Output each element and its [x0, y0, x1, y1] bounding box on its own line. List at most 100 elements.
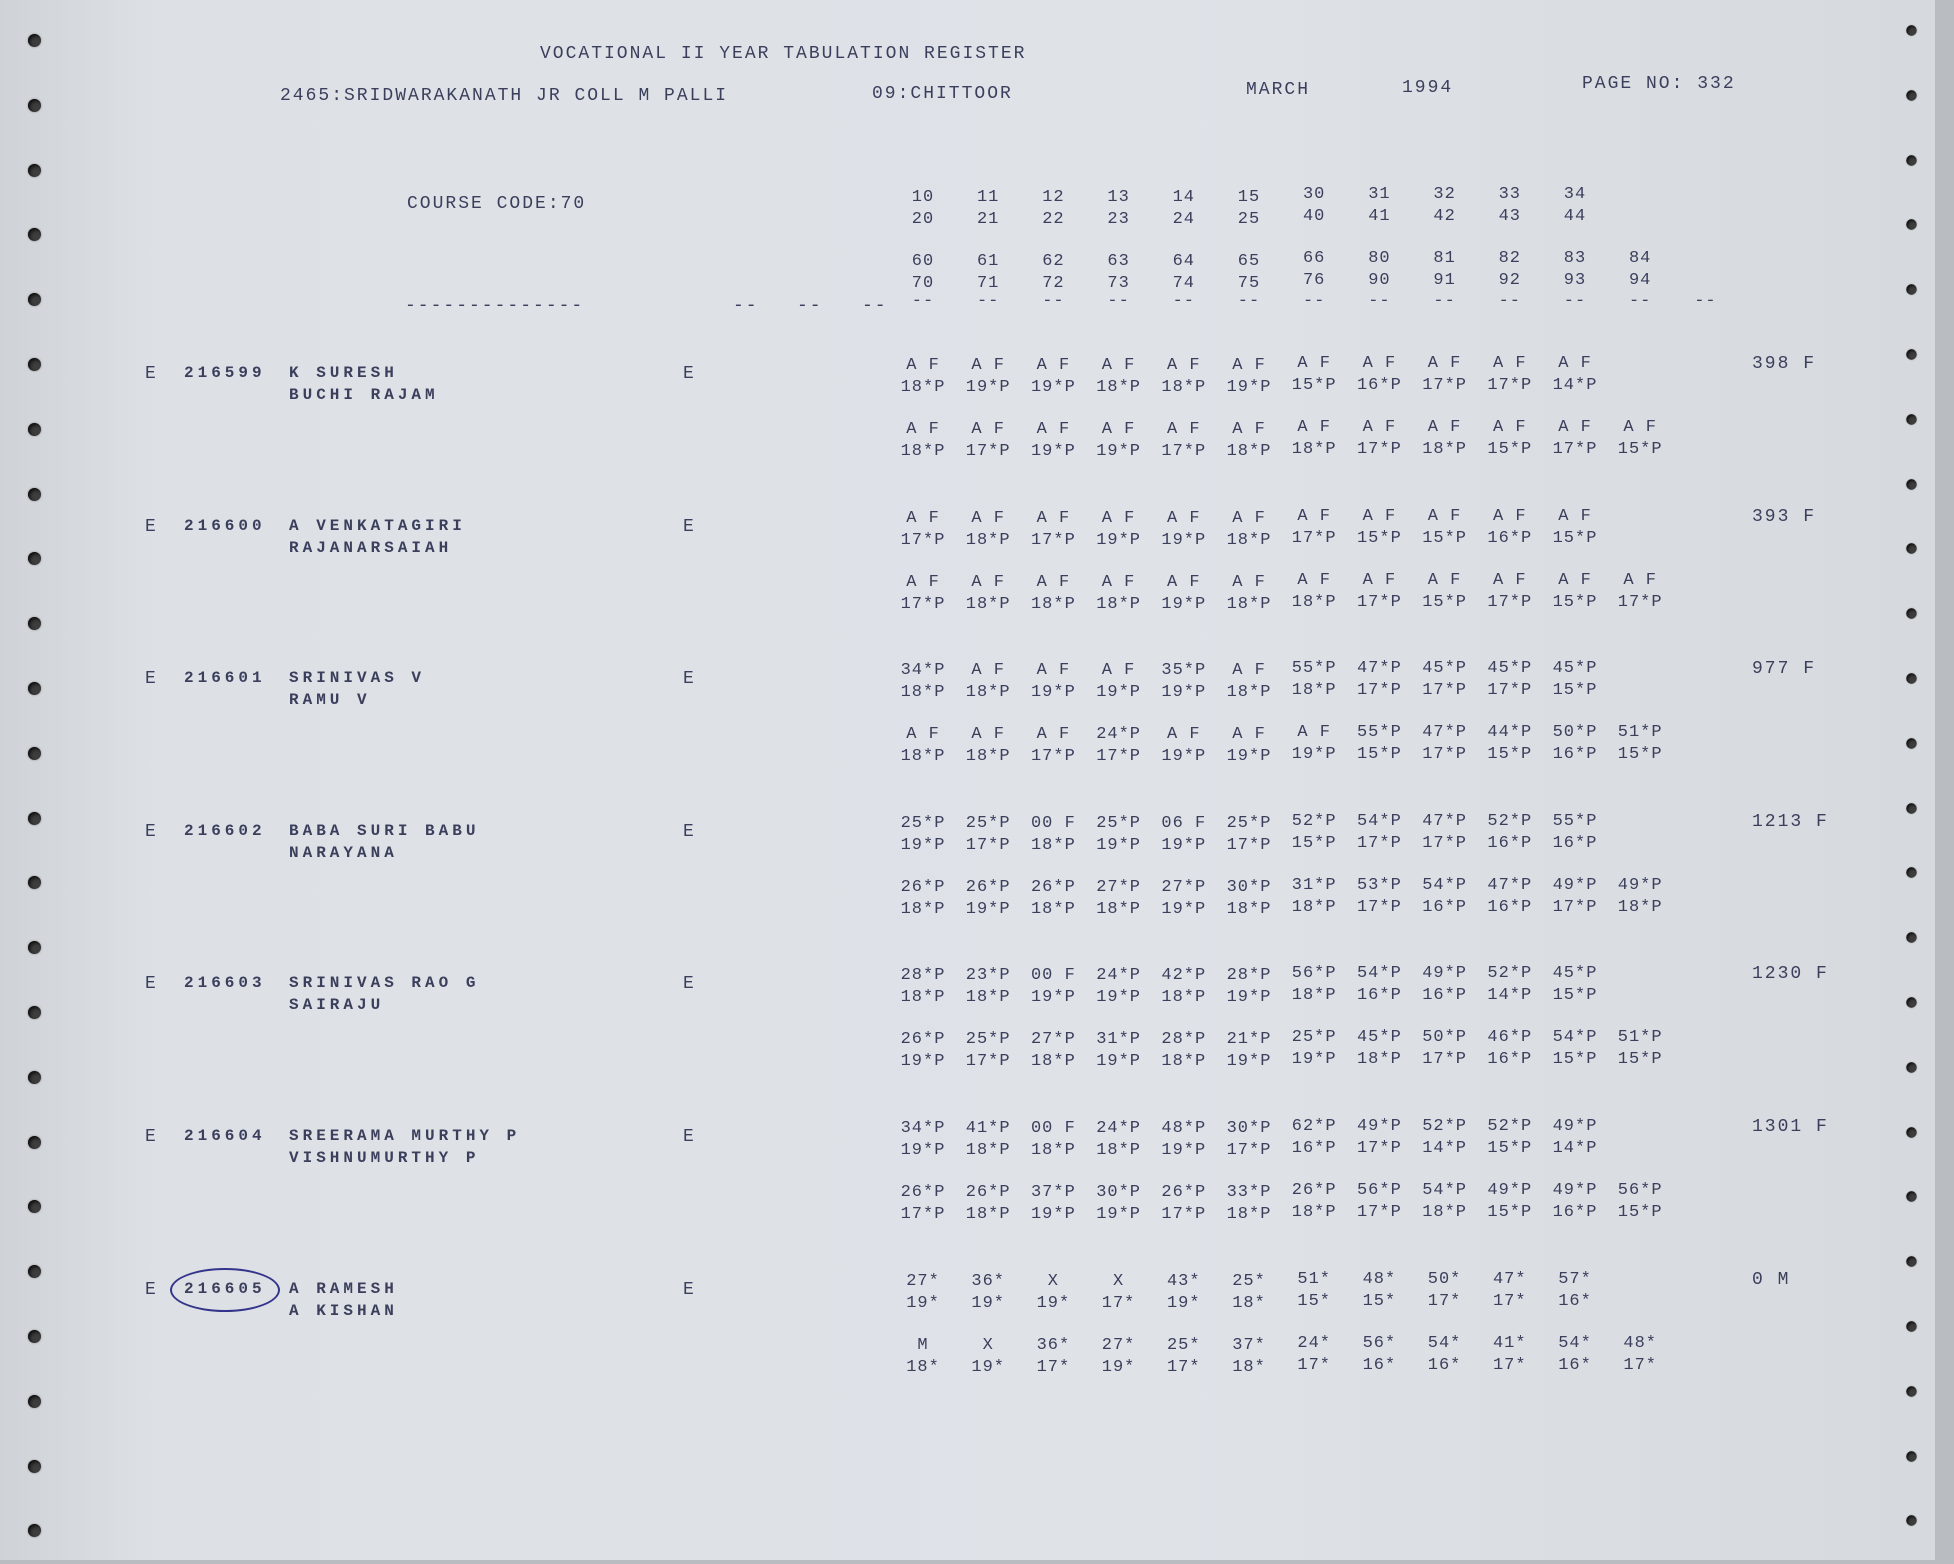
- mark-cell: 19*P: [1030, 378, 1076, 397]
- sprocket-hole-icon: [28, 1459, 41, 1473]
- separator-short: --: [1694, 292, 1717, 311]
- mark-cell: A F: [1297, 354, 1331, 373]
- mark-cell: 00 F: [1030, 813, 1076, 833]
- mark-cell: 19*P: [965, 899, 1011, 919]
- mark-cell: 17*P: [1356, 1203, 1402, 1222]
- mark-cell: 19*P: [1030, 442, 1076, 461]
- mark-cell: 48*: [1623, 1333, 1657, 1353]
- mark-cell: 26*P: [900, 877, 946, 897]
- mark-cell: 00 F: [1030, 1119, 1076, 1138]
- sprocket-hole-icon: [1906, 932, 1917, 943]
- mark-cell: 30*P: [1226, 1119, 1272, 1138]
- column-code: 60: [911, 252, 935, 271]
- mark-cell: 18*P: [1030, 594, 1076, 614]
- mark-cell: 19*P: [1161, 899, 1207, 919]
- student-name: K SURESH: [289, 364, 398, 382]
- district: 09:CHITTOOR: [872, 84, 1013, 104]
- mark-cell: 19*P: [1030, 988, 1076, 1008]
- mark-cell: 15*: [1362, 1291, 1397, 1311]
- mark-cell: 18*P: [1617, 897, 1663, 917]
- mark-cell: 17*P: [1226, 1141, 1272, 1160]
- mark-cell: 17*P: [1552, 440, 1598, 459]
- roll-number: 216604: [184, 1127, 266, 1145]
- mark-cell: A F: [1623, 570, 1657, 590]
- record-prefix: E: [145, 821, 158, 842]
- mark-cell: 16*: [1362, 1355, 1397, 1375]
- mark-cell: 26*P: [965, 877, 1011, 897]
- sprocket-hole-icon: [28, 293, 41, 307]
- mark-cell: 56*P: [1356, 1181, 1402, 1200]
- mark-cell: 18*P: [900, 442, 946, 461]
- sprocket-hole-icon: [1906, 802, 1917, 814]
- mark-cell: A F: [1101, 661, 1136, 681]
- mark-cell: 51*P: [1617, 723, 1663, 743]
- total-result: 1230 F: [1752, 964, 1829, 985]
- mark-cell: A F: [1558, 570, 1592, 590]
- mark-cell: A F: [1166, 508, 1201, 528]
- separator-short: --: [1433, 292, 1456, 311]
- column-code: 74: [1172, 274, 1195, 293]
- mark-cell: A F: [1232, 356, 1266, 375]
- student-name: SREERAMA MURTHY P: [289, 1127, 521, 1145]
- record-prefix: E: [145, 1279, 158, 1300]
- sprocket-hole-icon: [1906, 284, 1917, 295]
- sprocket-hole-icon: [28, 746, 41, 760]
- mark-cell: 27*P: [1096, 877, 1141, 897]
- mark-cell: 26*P: [1291, 1181, 1337, 1200]
- mark-cell: A F: [1232, 508, 1266, 528]
- column-code: 23: [1107, 210, 1130, 229]
- exam-month: MARCH: [1246, 80, 1311, 100]
- mark-cell: 18*P: [1291, 440, 1337, 459]
- mark-cell: 18*P: [1161, 378, 1207, 397]
- mark-cell: 25*: [1232, 1271, 1266, 1291]
- record-prefix: E: [145, 669, 158, 690]
- mark-cell: 18*P: [900, 747, 946, 767]
- mark-cell: 37*: [1232, 1335, 1266, 1355]
- mark-cell: 18*P: [1096, 899, 1141, 919]
- mark-cell: 06 F: [1161, 813, 1207, 833]
- sprocket-hole-icon: [1906, 867, 1917, 879]
- mark-cell: A F: [1232, 661, 1266, 681]
- mark-cell: 31*P: [1096, 1030, 1141, 1050]
- sprocket-hole-icon: [28, 422, 41, 436]
- sprocket-hole-icon: [28, 1006, 41, 1019]
- mark-cell: 17*P: [1096, 747, 1141, 767]
- mark-cell: 19*P: [900, 1052, 946, 1072]
- mark-cell: A F: [1427, 354, 1462, 373]
- mark-cell: A F: [1492, 354, 1527, 373]
- father-name: NARAYANA: [289, 843, 398, 862]
- mark-cell: 16*P: [1487, 833, 1533, 853]
- mark-cell: 17*P: [900, 1205, 946, 1224]
- mark-cell: A F: [1362, 354, 1397, 373]
- mark-cell: 47*P: [1422, 723, 1467, 743]
- mark-cell: 16*P: [1356, 376, 1402, 395]
- student-name: SRINIVAS RAO G: [289, 974, 480, 993]
- sprocket-hole-icon: [1906, 154, 1917, 166]
- column-code: 10: [911, 188, 935, 207]
- mark-cell: 54*P: [1422, 875, 1467, 895]
- mark-cell: 17*P: [1356, 1139, 1402, 1158]
- mark-cell: 17*P: [965, 1052, 1011, 1072]
- sprocket-hole-icon: [1906, 738, 1917, 749]
- mark-cell: 26*P: [1030, 877, 1076, 897]
- mark-cell: 18*P: [1161, 988, 1207, 1008]
- roll-number: 216603: [184, 974, 266, 993]
- medium-code: E: [683, 1279, 696, 1300]
- mark-cell: 28*P: [1161, 1030, 1207, 1050]
- mark-cell: 26*P: [965, 1183, 1011, 1202]
- column-code: 20: [911, 210, 935, 229]
- mark-cell: 19*P: [1226, 378, 1272, 397]
- mark-cell: 30*P: [1096, 1183, 1141, 1202]
- register-title: VOCATIONAL II YEAR TABULATION REGISTER: [540, 44, 1027, 64]
- mark-cell: A F: [1101, 420, 1136, 439]
- mark-cell: 52*P: [1487, 964, 1533, 984]
- mark-cell: 52*P: [1487, 1117, 1533, 1136]
- mark-cell: 49*P: [1552, 1181, 1598, 1200]
- sprocket-hole-icon: [1906, 1386, 1917, 1397]
- mark-cell: 15*P: [1617, 1050, 1663, 1070]
- mark-cell: 17*P: [1422, 681, 1467, 701]
- mark-cell: 17*P: [1030, 747, 1076, 767]
- mark-cell: 62*P: [1291, 1117, 1337, 1136]
- mark-cell: 56*P: [1617, 1181, 1663, 1200]
